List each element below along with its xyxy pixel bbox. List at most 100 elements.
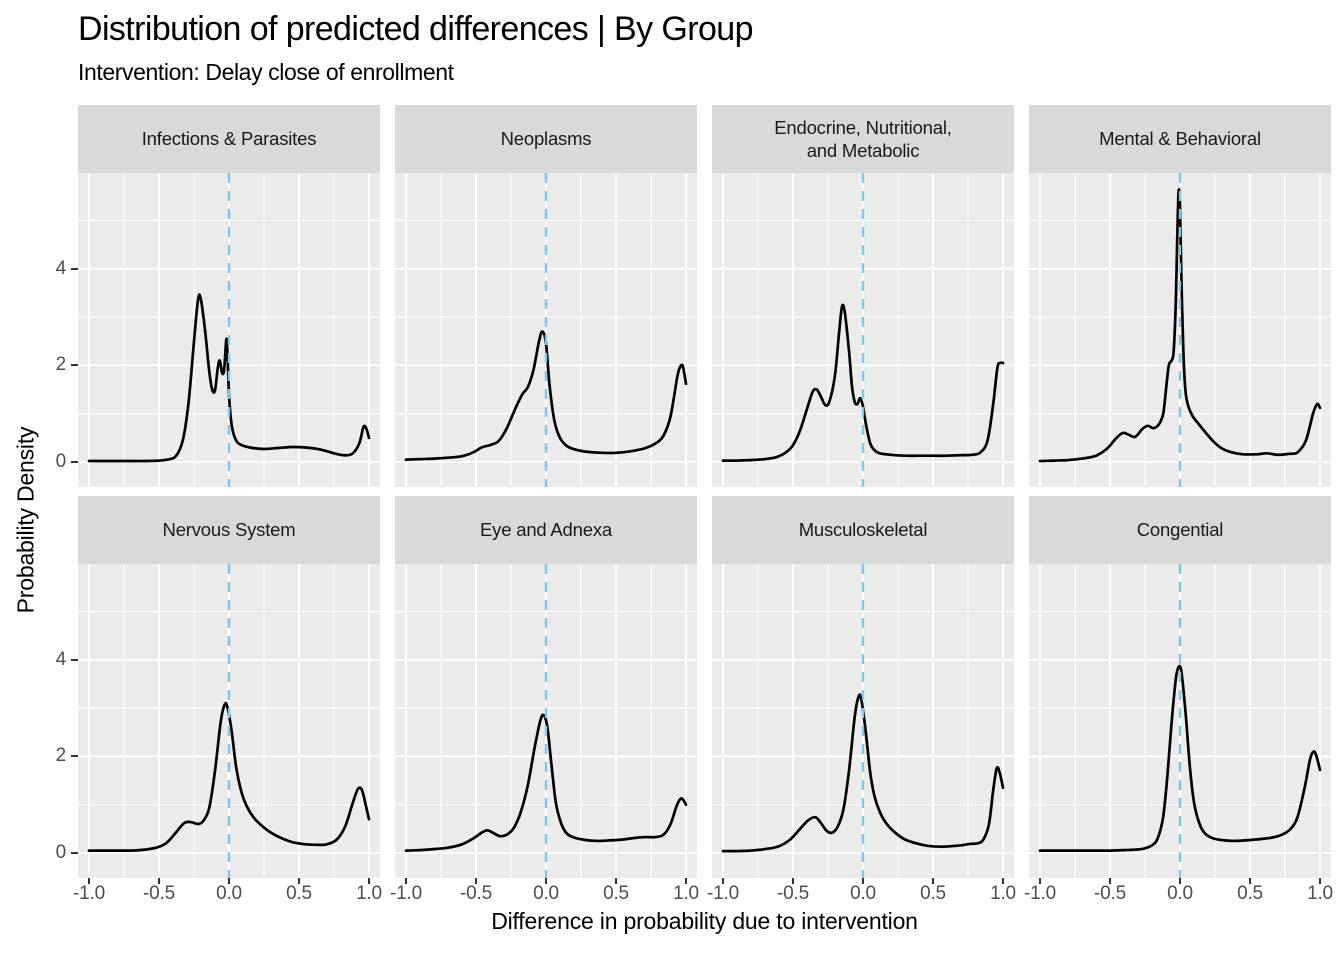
facet-strip-label: Nervous System xyxy=(162,519,296,541)
x-tick-label: 0.0 xyxy=(1167,883,1193,904)
x-tick-mark xyxy=(405,878,407,884)
x-tick-label: 0.5 xyxy=(1237,883,1263,904)
x-tick-mark xyxy=(862,878,864,884)
x-tick-mark xyxy=(1249,878,1251,884)
x-axis: -1.0 -0.5 0.0 0.5 1.0 xyxy=(1024,878,1333,908)
x-tick-label: -1.0 xyxy=(707,883,739,904)
y-tick-label: 0 xyxy=(55,842,67,863)
facet-neoplasms: Neoplasms xyxy=(395,105,697,487)
x-tick-label: 1.0 xyxy=(356,883,382,904)
x-tick-label: 1.0 xyxy=(1307,883,1333,904)
density-panel xyxy=(395,173,697,487)
x-tick-mark xyxy=(1179,878,1181,884)
x-tick-label: 0.0 xyxy=(850,883,876,904)
density-panel xyxy=(712,173,1014,487)
x-tick-label: 0.5 xyxy=(286,883,312,904)
y-tick-label: 0 xyxy=(55,451,67,472)
facet-strip-label: Neoplasms xyxy=(500,128,592,150)
density-plot xyxy=(78,173,380,487)
facet-strip: Neoplasms xyxy=(395,105,697,173)
facet-strip-label: Congential xyxy=(1136,519,1224,541)
x-axis: -1.0 -0.5 0.0 0.5 1.0 xyxy=(390,878,699,908)
facet-mental-behavioral: Mental & Behavioral xyxy=(1029,105,1331,487)
y-tick-label: 2 xyxy=(55,354,67,376)
x-axis-title: Difference in probability due to interve… xyxy=(491,908,918,934)
x-tick-label: 0.5 xyxy=(603,883,629,904)
x-tick-mark xyxy=(1109,878,1111,884)
density-panel xyxy=(712,564,1014,878)
density-plot xyxy=(78,564,380,878)
chart-title: Distribution of predicted differences | … xyxy=(78,10,753,48)
facet-congential: Congential -1.0 -0.5 0.0 0.5 1.0 xyxy=(1024,496,1333,908)
density-plot xyxy=(712,173,1014,487)
y-tick-label: 2 xyxy=(55,745,67,767)
x-tick-label: -0.5 xyxy=(777,883,809,904)
y-tick-mark xyxy=(71,461,78,463)
x-tick-label: 1.0 xyxy=(673,883,699,904)
x-tick-mark xyxy=(932,878,934,884)
density-plot xyxy=(395,564,697,878)
facet-strip: Congential xyxy=(1029,496,1331,564)
facet-strip: Nervous System xyxy=(78,496,380,564)
facet-strip-label: Endocrine, Nutritional, and Metabolic xyxy=(774,116,952,161)
facet-infections-parasites: Infections & Parasites xyxy=(78,105,380,487)
density-plot xyxy=(1029,564,1331,878)
x-tick-mark xyxy=(298,878,300,884)
x-tick-mark xyxy=(475,878,477,884)
chart-subtitle: Intervention: Delay close of enrollment xyxy=(78,59,454,85)
y-tick-mark xyxy=(71,267,78,270)
y-tick-mark xyxy=(71,658,78,661)
x-axis: -1.0 -0.5 0.0 0.5 1.0 xyxy=(73,878,382,908)
facet-strip-label: Musculoskeletal xyxy=(798,519,928,541)
x-tick-label: 0.0 xyxy=(216,883,242,904)
facet-strip: Musculoskeletal xyxy=(712,496,1014,564)
density-plot xyxy=(712,564,1014,878)
facet-musculoskeletal: Musculoskeletal -1.0 -0.5 0.0 0.5 1.0 xyxy=(707,496,1016,908)
x-tick-mark xyxy=(368,878,370,884)
x-tick-mark xyxy=(1039,878,1041,884)
facet-strip-label: Infections & Parasites xyxy=(141,128,317,150)
x-tick-mark xyxy=(685,878,687,884)
density-panel xyxy=(78,564,380,878)
density-panel xyxy=(1029,564,1331,878)
density-panel xyxy=(78,173,380,487)
facet-strip-label: Eye and Adnexa xyxy=(480,519,612,541)
facet-strip: Infections & Parasites xyxy=(78,105,380,173)
y-tick-mark xyxy=(71,852,78,854)
x-tick-mark xyxy=(545,878,547,884)
x-tick-label: 1.0 xyxy=(990,883,1016,904)
y-axis: 0 2 4 0 2 4 xyxy=(0,0,80,960)
y-tick-label: 4 xyxy=(55,648,67,670)
x-tick-label: -1.0 xyxy=(390,883,422,904)
x-tick-mark xyxy=(615,878,617,884)
x-tick-label: -1.0 xyxy=(1024,883,1056,904)
x-tick-mark xyxy=(722,878,724,884)
x-axis: -1.0 -0.5 0.0 0.5 1.0 xyxy=(707,878,1016,908)
facet-endocrine-nutritional-metabolic: Endocrine, Nutritional, and Metabolic xyxy=(712,105,1014,487)
y-tick-mark xyxy=(71,755,78,758)
density-plot xyxy=(395,173,697,487)
x-tick-mark xyxy=(228,878,230,884)
facet-strip: Eye and Adnexa xyxy=(395,496,697,564)
x-tick-mark xyxy=(1002,878,1004,884)
x-tick-label: -0.5 xyxy=(460,883,492,904)
density-plot xyxy=(1029,173,1331,487)
density-panel xyxy=(1029,173,1331,487)
facet-strip-label: Mental & Behavioral xyxy=(1099,128,1261,150)
facet-strip: Mental & Behavioral xyxy=(1029,105,1331,173)
facet-grid: Infections & Parasites Neoplasms Endocri… xyxy=(73,105,1333,908)
density-panel xyxy=(395,564,697,878)
x-tick-label: -0.5 xyxy=(1094,883,1126,904)
y-tick-label: 4 xyxy=(55,257,67,279)
x-tick-label: 0.5 xyxy=(920,883,946,904)
x-tick-mark xyxy=(88,878,90,884)
y-tick-mark xyxy=(71,364,78,367)
facet-eye-and-adnexa: Eye and Adnexa -1.0 -0.5 0.0 0.5 1.0 xyxy=(390,496,699,908)
x-tick-label: -0.5 xyxy=(143,883,175,904)
facet-strip: Endocrine, Nutritional, and Metabolic xyxy=(712,105,1014,173)
x-tick-mark xyxy=(792,878,794,884)
x-tick-label: 0.0 xyxy=(533,883,559,904)
x-tick-label: -1.0 xyxy=(73,883,105,904)
x-tick-mark xyxy=(158,878,160,884)
